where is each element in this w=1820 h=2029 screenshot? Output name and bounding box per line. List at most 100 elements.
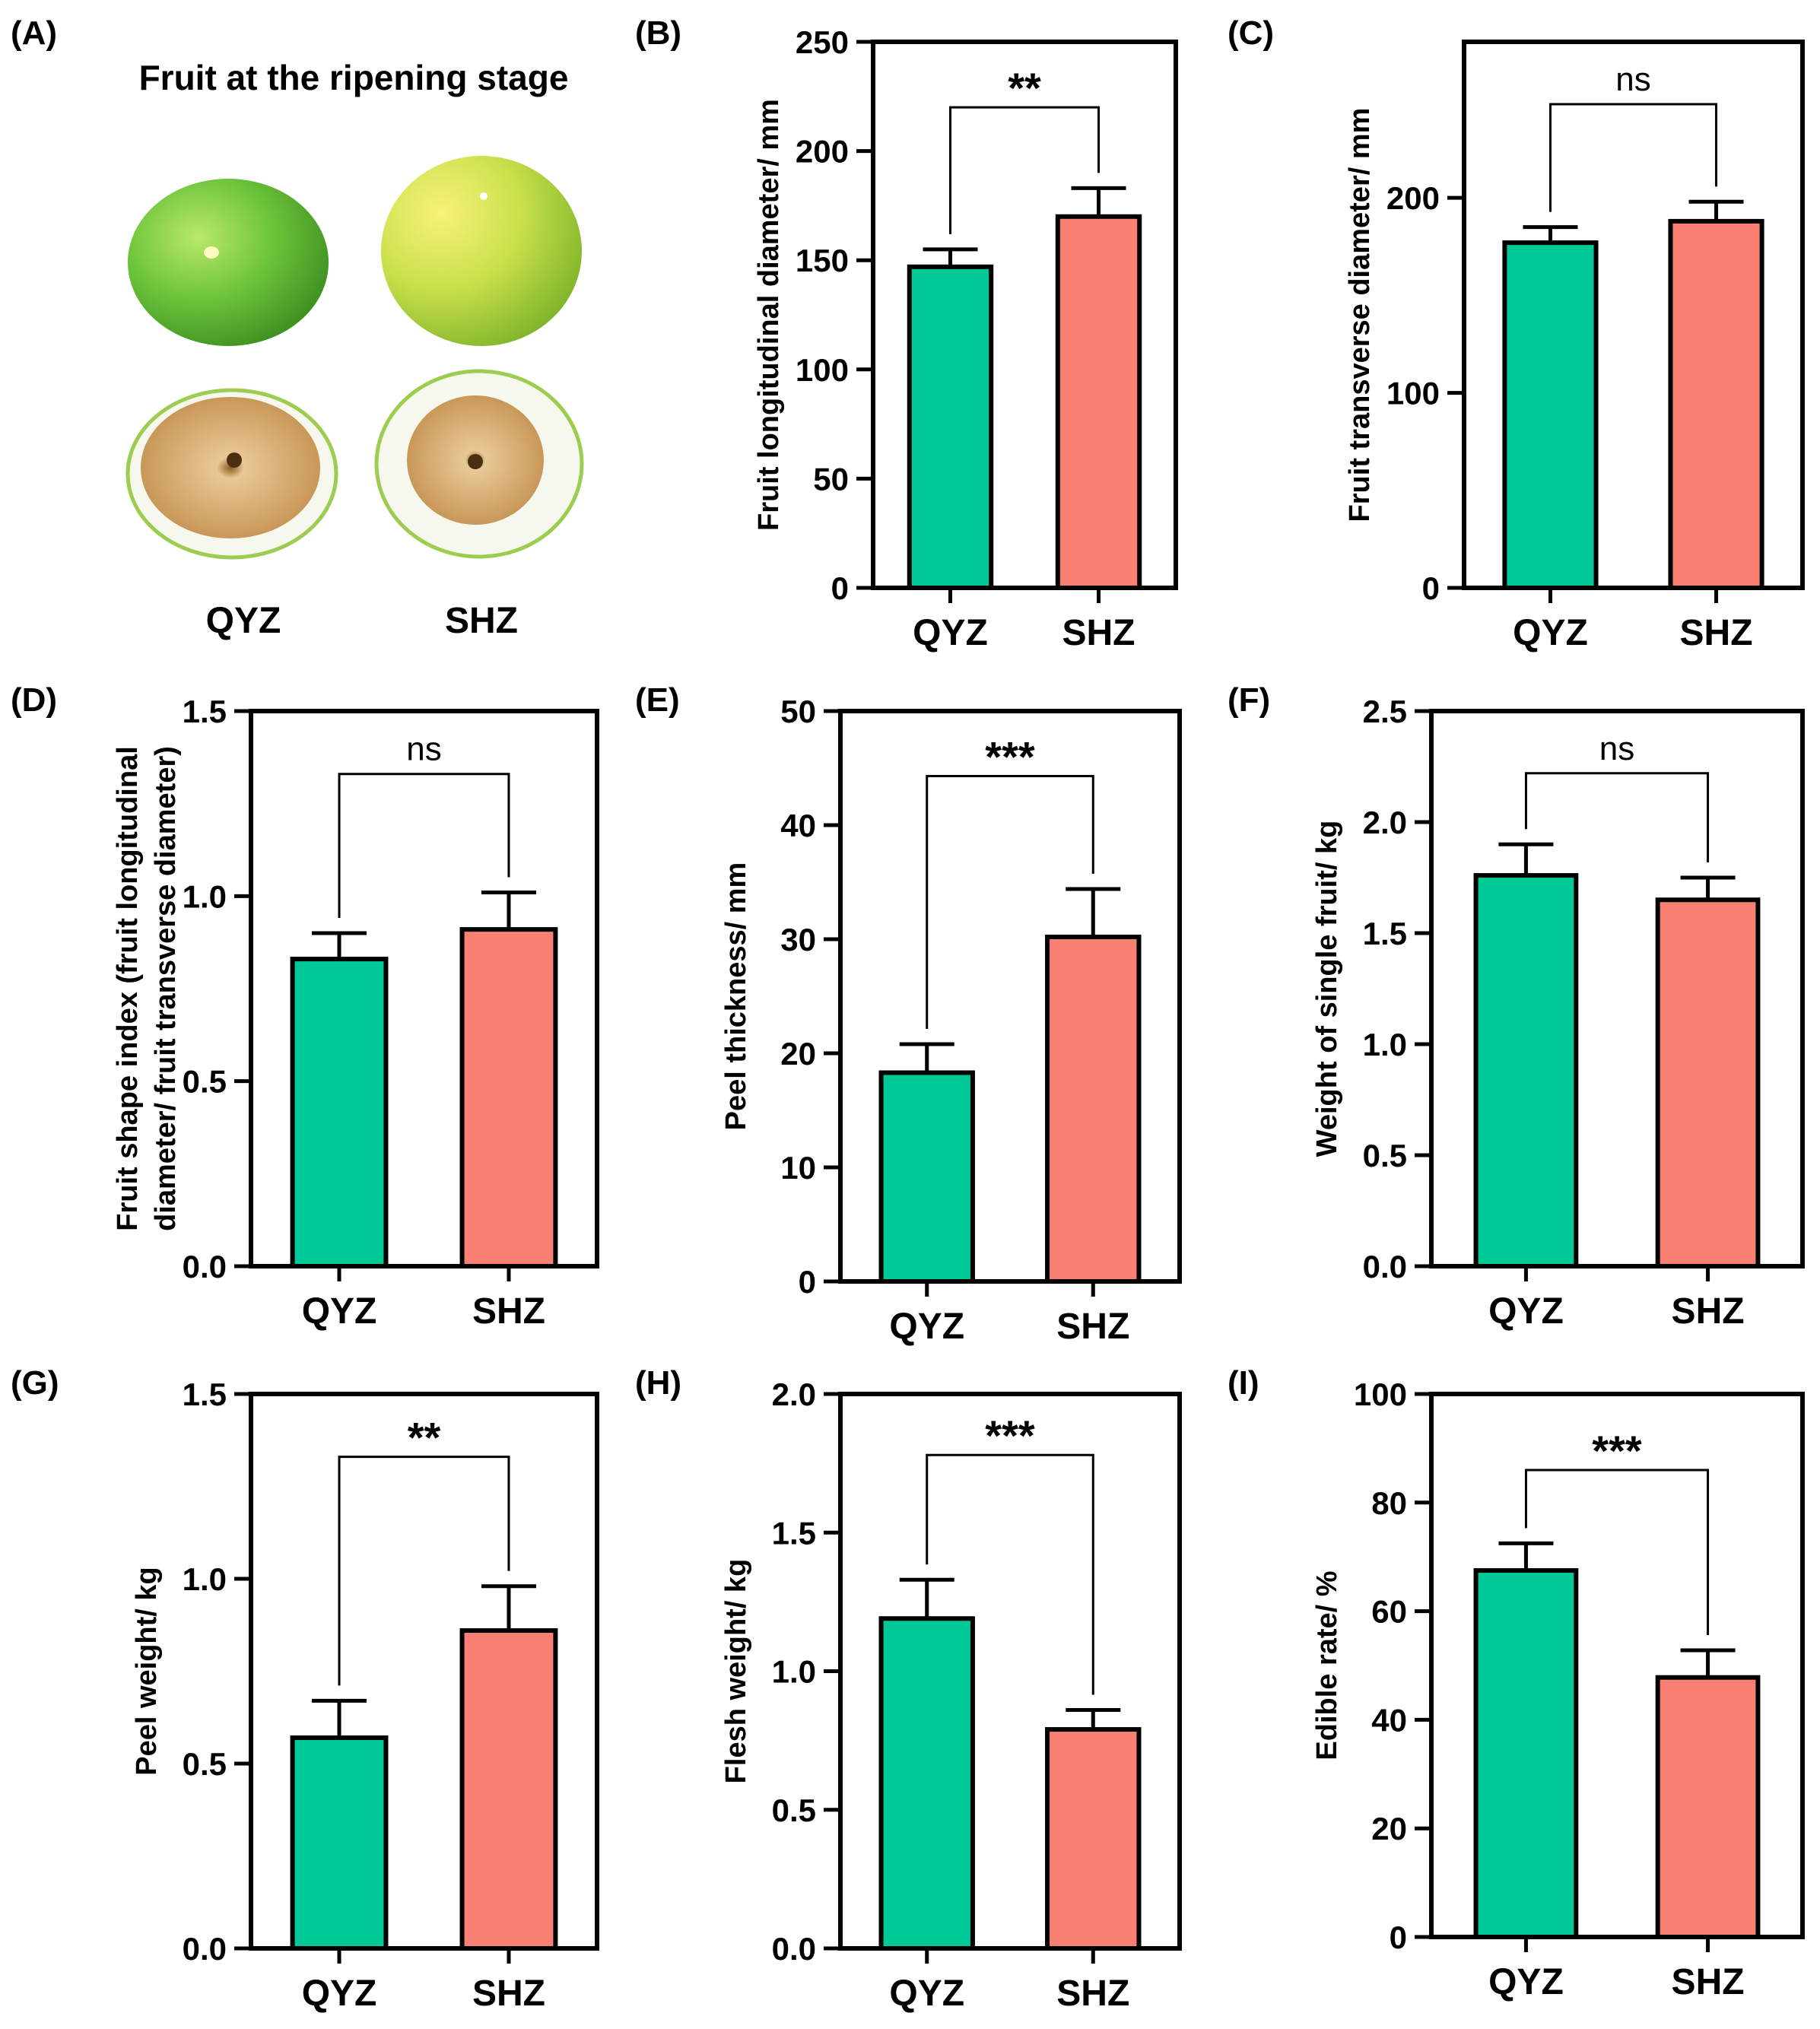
panel-d-letter: (D) [11,681,57,719]
panel-h-ytick-label: 1.0 [772,1654,816,1690]
panel-e-bar-qyz [878,1070,975,1284]
panel-g-significance-label: ** [408,1414,441,1462]
panel-g-plot-frame [249,1392,599,1951]
panel-g-ytick-label: 1.5 [183,1376,227,1412]
qyz-whole-fruit-image [128,179,329,346]
panel-i-significance-label: *** [1592,1427,1642,1475]
panel-f-ytick-label: 1.0 [1363,1027,1407,1062]
chart-panel-b: (B) 0 50 100 150 200 250 QYZ SHZ ** Fruit longitud… [635,14,1178,653]
panel-i-letter: (I) [1228,1364,1259,1402]
panel-g-ytick-label: 1.0 [183,1561,227,1597]
panel-b-xlabel-qyz: QYZ [913,613,988,653]
panel-e-xlabel-qyz: QYZ [889,1307,964,1347]
panel-a-label-qyz: QYZ [206,601,281,641]
panel-d-significance-bracket [338,773,510,918]
panel-f-significance-bracket [1524,772,1710,862]
panel-b-ytick-label: 150 [796,243,849,278]
panel-g-bar-qyz [290,1735,389,1951]
panel-e-ytick-label: 20 [780,1036,816,1072]
panel-c-ytick-label: 100 [1386,376,1440,411]
chart-panel-h: (H) 0.0 0.5 1.0 1.5 2.0 QYZ SHZ *** Flesh weight/… [635,1364,1182,2014]
chart-panel-g: (G) 0.0 0.5 1.0 1.5 QYZ SHZ ** Peel weight/ kg [11,1364,599,2014]
panel-b-letter: (B) [635,14,681,52]
chart-panel-f: (F) 0.0 0.5 1.0 1.5 2.0 2.5 QYZ SHZ ns Weight of s… [1228,681,1805,1332]
panel-b-ytick-label: 0 [831,570,849,606]
panel-h-ytick-label: 0.5 [772,1792,816,1828]
panel-e-ytick-label: 0 [799,1264,816,1300]
panel-g-ytick-label: 0.5 [183,1746,227,1782]
chart-panel-e: (E) 0 10 20 30 40 50 QYZ SHZ *** Peel thickness/ m… [635,681,1182,1347]
panel-c-xlabel-qyz: QYZ [1513,613,1588,653]
panel-h-ylabel: Flesh weight/ kg [720,1559,752,1784]
panel-d-ylabel-line-1: Fruit shape index (fruit longitudinal [112,746,144,1231]
panel-f-ytick-label: 2.5 [1363,694,1407,729]
panel-f-xlabel-qyz: QYZ [1488,1291,1564,1332]
panel-g-ytick-label: 0.0 [183,1931,227,1967]
panel-f-bar-qyz [1473,873,1579,1269]
panel-g-xlabel-qyz: QYZ [302,1973,377,2014]
panel-e-significance-bracket [926,775,1094,1029]
shz-whole-fruit-image [381,156,582,346]
panel-c-bar-shz [1668,218,1764,590]
panel-c-ylabel: Fruit transverse diameter/ mm [1344,108,1376,522]
panel-d-ytick-label: 1.5 [183,694,227,729]
panel-c-significance-label: ns [1615,61,1650,98]
panel-f-ytick-label: 0.0 [1363,1249,1407,1284]
chart-panel-d: (D) 0.0 0.5 1.0 1.5 QYZ SHZ ns Fruit shape index… [11,681,599,1332]
panel-i-plot-frame [1429,1392,1805,1939]
panel-f-letter: (F) [1228,681,1270,719]
panel-g-xlabel-shz: SHZ [472,1973,545,2014]
panel-h-xlabel-qyz: QYZ [889,1973,964,2014]
panel-a: (A) Fruit at the ripening stage [11,14,584,641]
panel-b-significance-bracket [948,106,1101,234]
panel-h-ytick-label: 1.5 [772,1515,816,1551]
panel-h-letter: (H) [635,1364,681,1402]
panel-d-plot-frame [249,709,599,1269]
panel-i-ytick-label: 80 [1371,1485,1407,1521]
panel-d-bar-qyz [290,957,389,1269]
panel-b-ytick-label: 200 [796,134,849,170]
panel-i-ylabel: Edible rate/ % [1311,1570,1343,1760]
panel-i-ytick-label: 20 [1371,1811,1407,1846]
panel-d-bar-shz [459,927,558,1269]
panel-d-significance-label: ns [406,731,441,768]
panel-h-significance-label: *** [985,1411,1035,1459]
panel-g-significance-bracket [338,1456,510,1686]
panel-a-letter: (A) [11,14,57,52]
panel-e-xlabel-shz: SHZ [1056,1307,1129,1347]
panel-d-xlabel-shz: SHZ [472,1291,545,1332]
panel-h-ytick-label: 0.0 [772,1931,816,1967]
panel-e-plot-frame [838,709,1182,1284]
panel-i-ytick-label: 0 [1390,1919,1407,1955]
panel-f-ytick-label: 0.5 [1363,1138,1407,1173]
panel-f-ytick-label: 2.0 [1363,805,1407,840]
panel-e-bar-shz [1045,935,1142,1284]
panel-b-ytick-label: 100 [796,352,849,388]
panel-b-bar-shz [1055,214,1142,590]
panel-c-significance-bracket [1548,103,1718,212]
panel-b-xlabel-shz: SHZ [1062,613,1136,653]
panel-e-significance-label: *** [985,733,1035,781]
panel-b-significance-label: ** [1008,64,1041,112]
panel-c-xlabel-shz: SHZ [1680,613,1753,653]
panel-e-ytick-label: 10 [780,1150,816,1186]
panel-d-ytick-label: 1.0 [183,878,227,914]
panel-d-ytick-label: 0.0 [183,1249,227,1284]
panel-i-ytick-label: 100 [1354,1376,1407,1412]
panel-f-xlabel-shz: SHZ [1672,1291,1745,1332]
panel-d-ylabel-line-2: diameter/ fruit transverse diameter) [150,746,182,1231]
chart-panel-i: (I) 0 20 40 60 80 100 QYZ SHZ *** Edible rate/ % [1228,1364,1805,2002]
panel-i-xlabel-shz: SHZ [1672,1962,1745,2002]
panel-i-bar-shz [1655,1675,1761,1939]
panel-h-bar-shz [1045,1727,1142,1951]
panel-i-xlabel-qyz: QYZ [1488,1962,1564,2002]
panel-e-ytick-label: 40 [780,808,816,843]
panel-i-ytick-label: 40 [1371,1702,1407,1738]
panel-g-letter: (G) [11,1364,59,1402]
panel-f-ytick-label: 1.5 [1363,916,1407,951]
panel-b-plot-frame [871,40,1178,590]
panel-e-letter: (E) [635,681,680,719]
panel-c-letter: (C) [1228,14,1274,52]
